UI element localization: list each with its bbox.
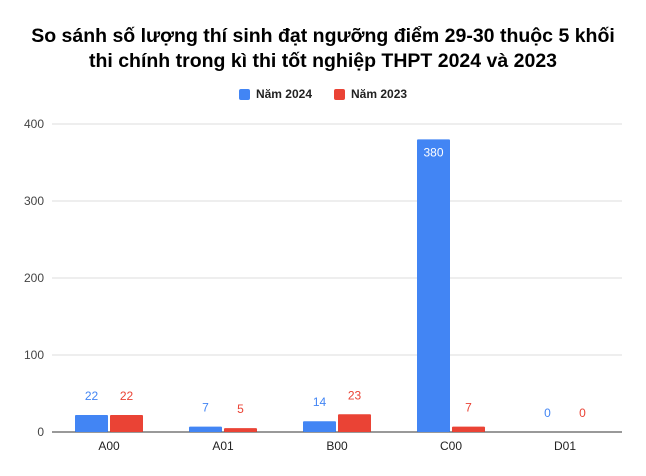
legend-swatch-2024 — [238, 88, 250, 100]
bar-c00-2023 — [452, 426, 485, 432]
bar-a00-2024 — [75, 415, 108, 432]
data-label-d01-2023: 0 — [579, 406, 586, 420]
y-tick-label: 0 — [37, 425, 44, 439]
legend-label-2023: Năm 2023 — [351, 87, 408, 101]
y-tick-label: 100 — [24, 348, 44, 362]
legend-item-2024: Năm 2024 — [238, 87, 312, 101]
legend-swatch-2023 — [334, 88, 345, 100]
x-tick-label: B00 — [326, 439, 348, 453]
legend-label-2024: Năm 2024 — [255, 87, 312, 101]
y-tick-label: 400 — [24, 117, 44, 131]
bar-b00-2023 — [338, 414, 371, 432]
chart-title-line-2: thi chính trong kì thi tốt nghiệp THPT 2… — [88, 50, 558, 72]
data-label-c00-2023: 7 — [465, 401, 472, 415]
x-tick-label: D01 — [554, 439, 576, 453]
chart-title-line-1: So sánh số lượng thí sinh đạt ngưỡng điể… — [31, 25, 615, 47]
y-tick-label: 300 — [24, 194, 44, 208]
data-label-a00-2024: 22 — [85, 389, 99, 403]
x-tick-label: A01 — [212, 439, 234, 453]
data-label-a00-2023: 22 — [120, 389, 134, 403]
x-tick-label: A00 — [98, 439, 120, 453]
data-label-b00-2024: 14 — [313, 395, 327, 409]
bar-a01-2023 — [224, 428, 257, 432]
bar-b00-2024 — [303, 421, 336, 432]
data-label-a01-2023: 5 — [237, 402, 244, 416]
bar-a01-2024 — [189, 426, 222, 432]
bar-a00-2023 — [110, 415, 143, 432]
x-tick-label: C00 — [440, 439, 462, 453]
data-label-b00-2023: 23 — [348, 388, 362, 402]
data-label-a01-2024: 7 — [202, 401, 209, 415]
legend: Năm 2024 Năm 2023 — [0, 87, 646, 101]
bar-c00-2024 — [417, 139, 450, 432]
legend-item-2023: Năm 2023 — [334, 87, 407, 101]
chart-title: So sánh số lượng thí sinh đạt ngưỡng điể… — [0, 24, 646, 74]
y-tick-label: 200 — [24, 271, 44, 285]
data-label-d01-2024: 0 — [544, 406, 551, 420]
data-label-c00-2024: 380 — [423, 145, 443, 159]
